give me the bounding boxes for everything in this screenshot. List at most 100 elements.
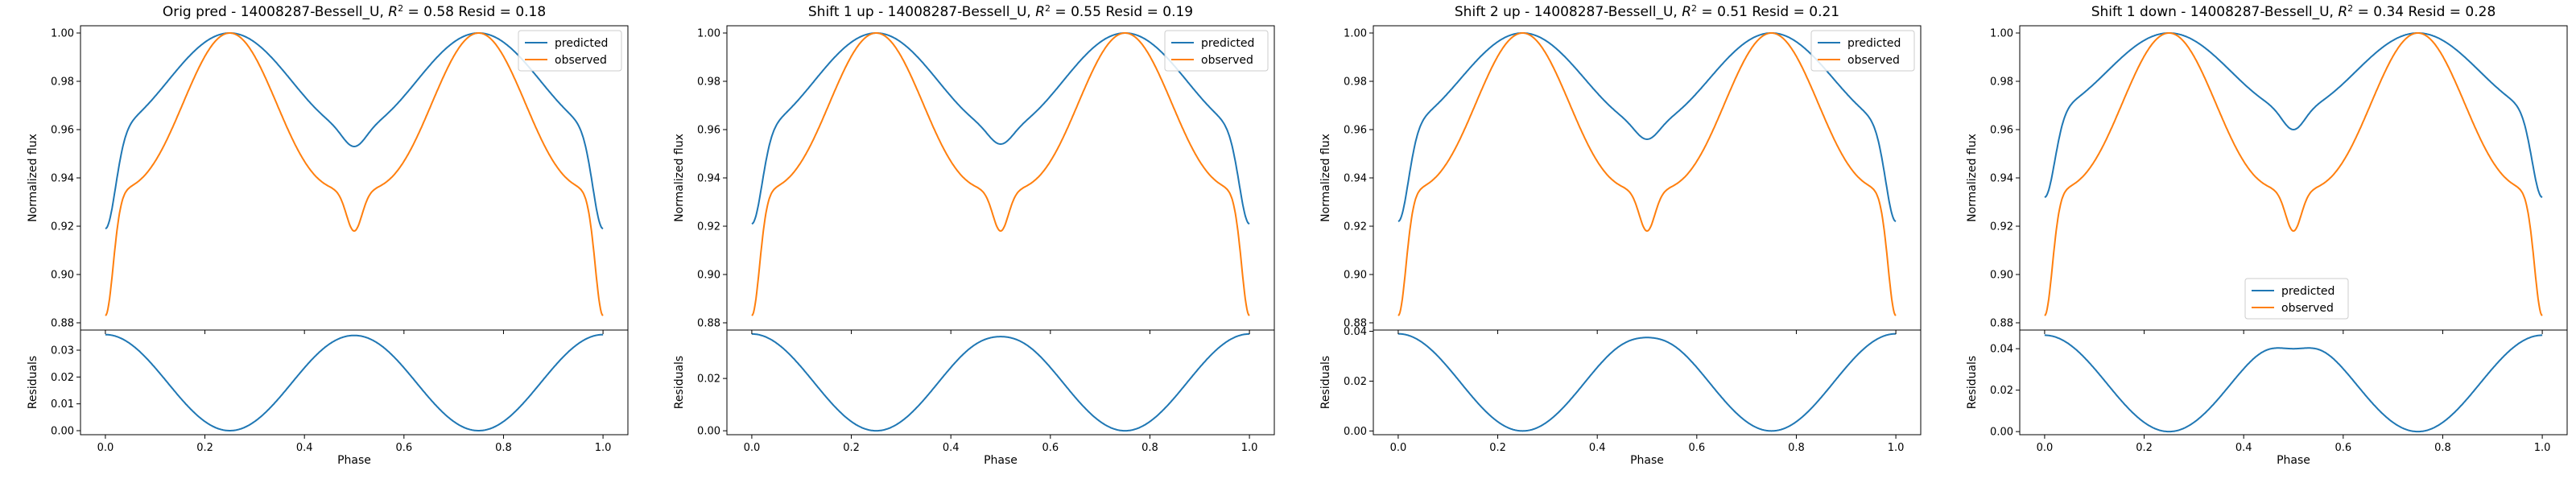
legend-observed-label: observed bbox=[555, 54, 607, 67]
xtick-label: 0.0 bbox=[2037, 442, 2054, 454]
chart-panel-3: Shift 2 up - 14008287-Bessell_U, R2 = 0.… bbox=[1319, 3, 1922, 467]
top-ytick-label: 0.92 bbox=[1990, 221, 2013, 233]
title-r: R bbox=[2338, 4, 2347, 20]
x-axis-label: Phase bbox=[1630, 454, 1664, 467]
title-r: R bbox=[1035, 4, 1045, 20]
xtick-label: 0.8 bbox=[2434, 442, 2451, 454]
legend-box bbox=[2244, 278, 2349, 320]
x-axis-label: Phase bbox=[2277, 454, 2310, 467]
bottom-y-axis-label: Residuals bbox=[1966, 356, 1979, 409]
title-prefix: Shift 1 down - 14008287-Bessell_U, bbox=[2091, 4, 2339, 20]
title-suffix: = 0.51 Resid = 0.21 bbox=[1697, 4, 1839, 20]
bottom-ytick-label: 0.03 bbox=[51, 345, 74, 357]
bottom-axes-frame bbox=[1373, 329, 1922, 436]
legend-predicted-label: predicted bbox=[555, 37, 608, 50]
bottom-ytick-label: 0.04 bbox=[1344, 326, 1367, 338]
chart-panel-1: Orig pred - 14008287-Bessell_U, R2 = 0.5… bbox=[27, 3, 629, 467]
bottom-y-axis-label: Residuals bbox=[673, 356, 686, 409]
xtick-label: 1.0 bbox=[1241, 442, 1258, 454]
legend-box bbox=[1164, 30, 1269, 72]
x-axis-label: Phase bbox=[984, 454, 1018, 467]
top-ytick-label: 1.00 bbox=[697, 28, 720, 40]
title-sup: 2 bbox=[398, 3, 403, 14]
bottom-ytick-label: 0.00 bbox=[697, 426, 720, 438]
top-ytick-label: 0.94 bbox=[1344, 173, 1367, 185]
top-ytick-label: 0.92 bbox=[1344, 221, 1367, 233]
legend: predicted observed bbox=[2244, 278, 2349, 320]
title-suffix: = 0.55 Resid = 0.19 bbox=[1051, 4, 1193, 20]
xtick-label: 1.0 bbox=[595, 442, 612, 454]
top-ytick-label: 0.88 bbox=[51, 318, 74, 330]
observed-series-line bbox=[1397, 32, 1897, 316]
bottom-ytick-label: 0.02 bbox=[697, 374, 720, 386]
top-ytick-label: 0.92 bbox=[697, 221, 720, 233]
top-ytick-label: 0.96 bbox=[697, 125, 720, 137]
top-ytick-label: 0.90 bbox=[1344, 270, 1367, 282]
title-r: R bbox=[1682, 4, 1691, 20]
observed-series-line bbox=[2044, 32, 2543, 316]
residual-series-line bbox=[1397, 332, 1897, 432]
bottom-ytick-label: 0.02 bbox=[51, 372, 74, 384]
bottom-y-axis-label: Residuals bbox=[27, 356, 39, 409]
xtick-label: 1.0 bbox=[2534, 442, 2551, 454]
bottom-ytick-label: 0.01 bbox=[51, 398, 74, 411]
xtick-label: 0.0 bbox=[744, 442, 761, 454]
title-suffix: = 0.58 Resid = 0.18 bbox=[403, 4, 546, 20]
bottom-ytick-label: 0.04 bbox=[1990, 344, 2013, 356]
xtick-label: 0.6 bbox=[1688, 442, 1705, 454]
xtick-label: 0.8 bbox=[1788, 442, 1805, 454]
top-axes-frame bbox=[1373, 25, 1922, 331]
xtick-label: 0.4 bbox=[943, 442, 960, 454]
title-sup: 2 bbox=[1691, 3, 1697, 14]
top-ytick-label: 0.94 bbox=[697, 173, 720, 185]
top-y-axis-label: Normalized flux bbox=[1319, 134, 1332, 222]
top-ytick-label: 1.00 bbox=[1990, 28, 2013, 40]
chart-panel-2: Shift 1 up - 14008287-Bessell_U, R2 = 0.… bbox=[673, 3, 1275, 467]
chart-panel-4: Shift 1 down - 14008287-Bessell_U, R2 = … bbox=[1966, 3, 2568, 467]
xtick-label: 0.8 bbox=[1141, 442, 1158, 454]
xtick-label: 0.8 bbox=[495, 442, 512, 454]
bottom-axes-frame bbox=[726, 329, 1275, 436]
title-prefix: Shift 2 up - 14008287-Bessell_U, bbox=[1455, 4, 1682, 20]
top-y-axis-label: Normalized flux bbox=[1966, 134, 1979, 222]
xtick-label: 0.4 bbox=[296, 442, 313, 454]
observed-series-line bbox=[105, 32, 604, 316]
chart-title: Orig pred - 14008287-Bessell_U, R2 = 0.5… bbox=[163, 3, 546, 20]
top-ytick-label: 0.88 bbox=[697, 318, 720, 330]
xtick-label: 0.6 bbox=[1042, 442, 1059, 454]
legend: predicted observed bbox=[1164, 30, 1269, 72]
top-ytick-label: 0.98 bbox=[1990, 76, 2013, 89]
top-y-axis-label: Normalized flux bbox=[673, 134, 686, 222]
xtick-label: 0.2 bbox=[2136, 442, 2153, 454]
x-axis-label: Phase bbox=[337, 454, 371, 467]
bottom-ytick-label: 0.02 bbox=[1344, 376, 1367, 388]
residual-series-line bbox=[105, 333, 604, 431]
legend-predicted-label: predicted bbox=[2281, 285, 2334, 298]
xtick-label: 0.0 bbox=[1390, 442, 1407, 454]
chart-title: Shift 1 up - 14008287-Bessell_U, R2 = 0.… bbox=[808, 3, 1193, 20]
top-ytick-label: 0.98 bbox=[697, 76, 720, 89]
observed-series-line bbox=[751, 32, 1250, 316]
top-ytick-label: 0.96 bbox=[1990, 125, 2013, 137]
bottom-ytick-label: 0.00 bbox=[1990, 427, 2013, 439]
residual-series-line bbox=[2044, 334, 2543, 433]
legend-box bbox=[1810, 30, 1915, 72]
top-ytick-label: 0.94 bbox=[51, 173, 74, 185]
bottom-y-axis-label: Residuals bbox=[1319, 356, 1332, 409]
top-ytick-label: 0.90 bbox=[51, 270, 74, 282]
top-ytick-label: 0.90 bbox=[1990, 270, 2013, 282]
xtick-label: 1.0 bbox=[1888, 442, 1905, 454]
top-ytick-label: 0.88 bbox=[1344, 318, 1367, 330]
xtick-label: 0.4 bbox=[1589, 442, 1606, 454]
title-r: R bbox=[388, 4, 398, 20]
top-ytick-label: 0.92 bbox=[51, 221, 74, 233]
top-axes-frame bbox=[726, 25, 1275, 331]
top-ytick-label: 0.98 bbox=[51, 76, 74, 89]
xtick-label: 0.2 bbox=[843, 442, 860, 454]
legend: predicted observed bbox=[518, 30, 622, 72]
title-suffix: = 0.34 Resid = 0.28 bbox=[2353, 4, 2496, 20]
xtick-label: 0.6 bbox=[395, 442, 412, 454]
top-ytick-label: 0.90 bbox=[697, 270, 720, 282]
residual-series-line bbox=[751, 332, 1250, 432]
top-ytick-label: 1.00 bbox=[51, 28, 74, 40]
